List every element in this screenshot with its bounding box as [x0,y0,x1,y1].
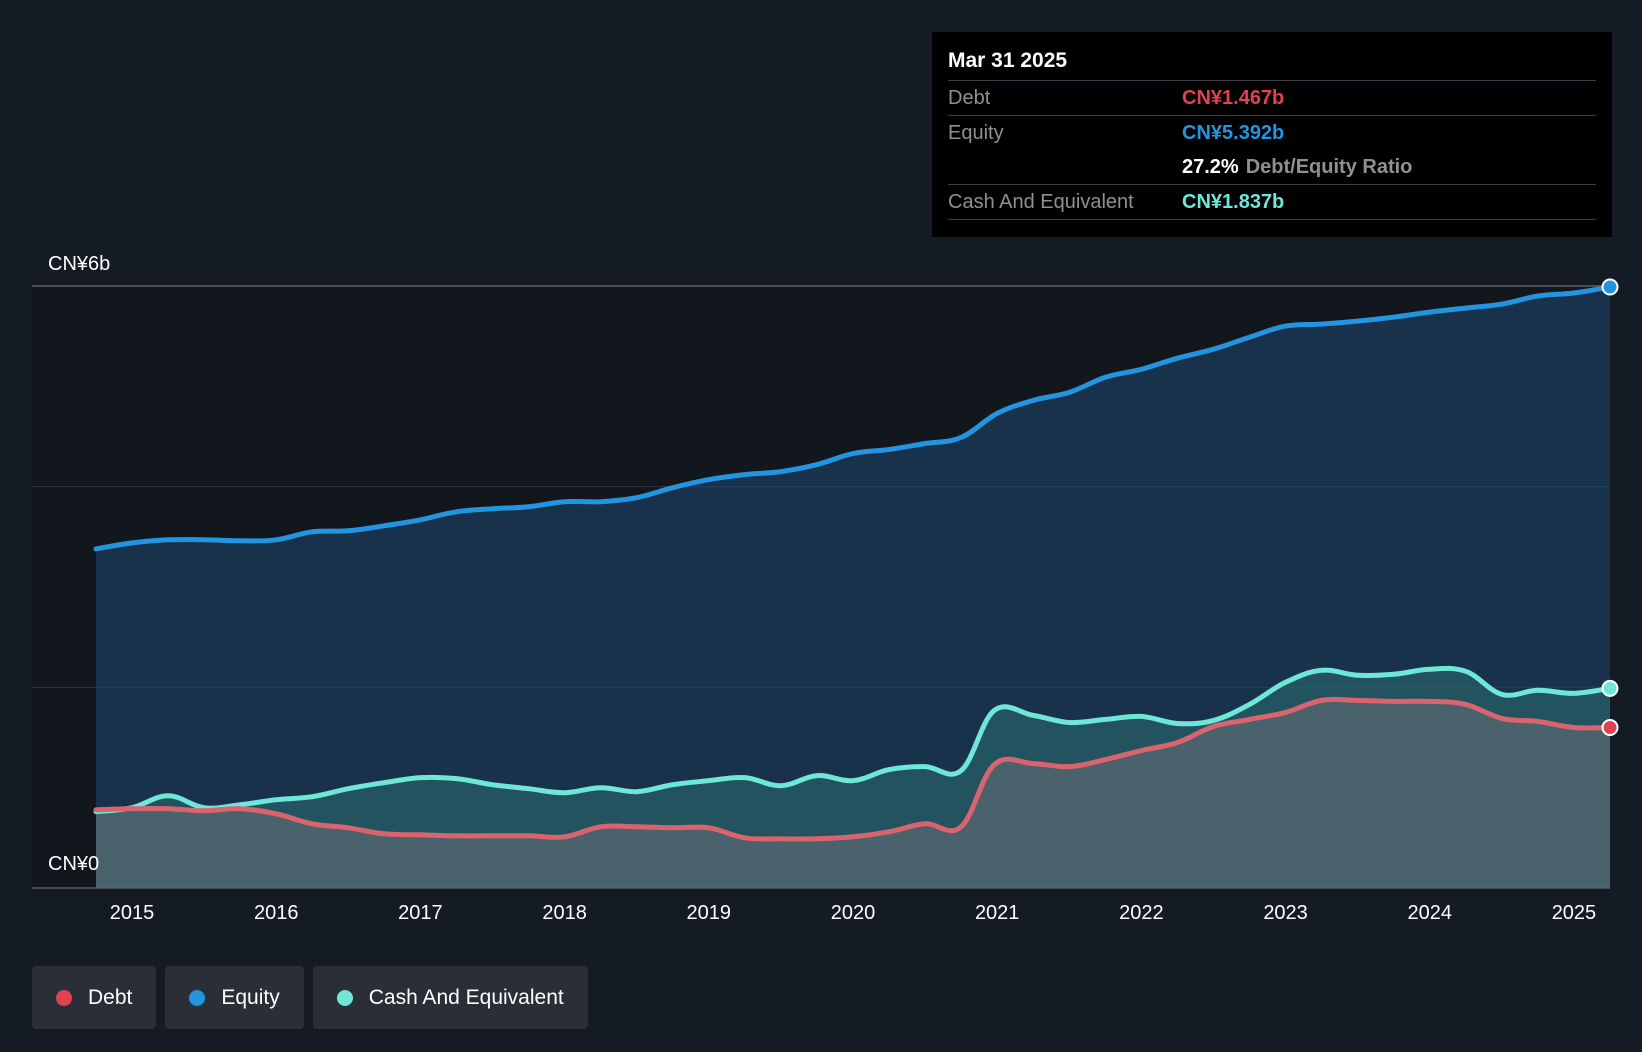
series-lines [93,284,1613,842]
debt-dot-icon [56,989,72,1006]
tooltip-row-cash: Cash And Equivalent CN¥1.837b [948,185,1596,220]
x-tick-label-2023: 2023 [1263,902,1308,924]
legend-item-equity[interactable]: Equity [165,966,304,1029]
x-tick-label-2022: 2022 [1119,902,1164,924]
legend-item-cash[interactable]: Cash And Equivalent [312,966,588,1029]
x-tick-label-2025: 2025 [1552,902,1597,924]
tooltip-ratio-value: 27.2% [1182,156,1239,178]
cash-line [93,665,1613,815]
chart-legend: Debt Equity Cash And Equivalent [32,966,588,1029]
x-tick-label-2024: 2024 [1408,902,1453,924]
debt-area [96,699,1610,888]
x-tick-label-2019: 2019 [687,902,732,924]
tooltip-row-ratio: 27.2% Debt/Equity Ratio [948,150,1596,185]
debt-line [93,696,1613,842]
tooltip-ratio-spacer [948,150,1182,184]
tooltip-debt-value: CN¥1.467b [1182,87,1285,109]
x-tick-label-2020: 2020 [831,902,876,924]
x-tick-label-2021: 2021 [975,902,1020,924]
tooltip-debt-label: Debt [948,87,991,109]
y-tick-label-min: CN¥0 [48,853,99,875]
tooltip-equity-value: CN¥5.392b [1182,122,1285,144]
tooltip-date: Mar 31 2025 [948,46,1596,81]
equity-end-marker [1601,278,1619,296]
x-tick-label-2017: 2017 [398,902,443,924]
tooltip-row-debt: Debt CN¥1.467b [948,81,1596,116]
equity-dot-icon [189,989,206,1006]
series-end-markers [1601,278,1619,736]
x-axis-ticks: 2015 2016 2017 2018 2019 2020 2021 2022 2023 2024… [110,902,1596,924]
tooltip-cash-value: CN¥1.837b [1182,191,1285,213]
y-tick-label-max: CN¥6b [48,253,110,275]
x-tick-label-2015: 2015 [110,902,155,924]
tooltip-equity-label: Equity [948,122,1004,144]
x-tick-label-2016: 2016 [254,902,299,924]
tooltip-cash-label: Cash And Equivalent [948,191,1134,213]
legend-equity-label: Equity [221,985,280,1009]
debt-end-marker [1601,718,1619,736]
legend-cash-label: Cash And Equivalent [368,985,564,1009]
legend-debt-label: Debt [88,985,133,1009]
cash-end-marker [1601,679,1619,697]
equity-line [93,284,1613,552]
tooltip-row-equity: Equity CN¥5.392b [948,116,1596,150]
legend-item-debt[interactable]: Debt [32,966,157,1029]
tooltip-ratio-label: Debt/Equity Ratio [1245,156,1413,178]
cash-dot-icon [336,989,353,1006]
tooltip-panel: Mar 31 2025 Debt CN¥1.467b Equity CN¥5.3… [932,32,1612,237]
x-tick-label-2018: 2018 [542,902,587,924]
